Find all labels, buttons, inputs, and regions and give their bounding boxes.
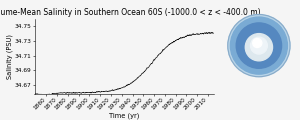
Circle shape [228, 15, 290, 77]
Circle shape [253, 39, 262, 48]
Circle shape [230, 17, 287, 74]
Circle shape [245, 34, 272, 61]
Title: Volume-Mean Salinity in Southern Ocean 60S (-1000.0 < z < -400.0 m): Volume-Mean Salinity in Southern Ocean 6… [0, 8, 260, 17]
Y-axis label: Salinity (PSU): Salinity (PSU) [7, 34, 13, 79]
Circle shape [236, 23, 282, 68]
X-axis label: Time (yr): Time (yr) [109, 112, 140, 119]
Circle shape [250, 37, 267, 54]
